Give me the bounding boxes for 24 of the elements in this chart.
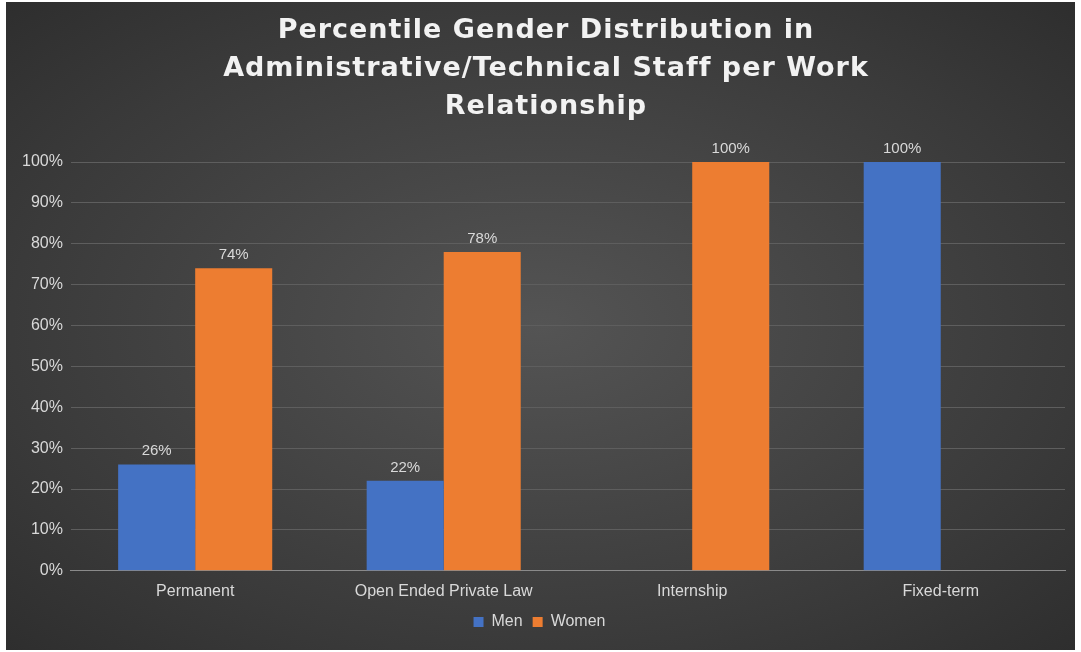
- y-tick-label: 100%: [22, 152, 63, 170]
- y-tick-label: 70%: [30, 275, 63, 293]
- y-tick-label: 20%: [30, 479, 63, 497]
- y-tick-label: 50%: [30, 356, 63, 374]
- x-tick-label: Permanent: [156, 581, 235, 599]
- y-tick-label: 60%: [30, 315, 63, 333]
- data-label: 78%: [467, 228, 498, 246]
- y-tick-label: 80%: [30, 234, 63, 252]
- data-label: 22%: [390, 457, 421, 475]
- y-tick-label: 10%: [30, 520, 63, 538]
- y-tick-label: 40%: [30, 397, 63, 415]
- data-label: 26%: [141, 441, 172, 459]
- data-label: 74%: [218, 244, 249, 262]
- legend-label: Women: [550, 612, 606, 630]
- y-tick-label: 0%: [39, 561, 63, 579]
- x-tick-label: Fixed-term: [902, 581, 979, 599]
- chart-title: Percentile Gender Distribution in Administrative/Technical Staff per Work Relationship: [222, 12, 870, 122]
- y-tick-label: 30%: [30, 438, 63, 456]
- x-tick-label: Internship: [657, 581, 728, 599]
- legend-label: Men: [491, 612, 523, 630]
- data-label: 100%: [883, 138, 922, 156]
- x-tick-label: Open Ended Private Law: [354, 581, 534, 599]
- data-label: 100%: [711, 138, 750, 156]
- y-tick-label: 90%: [30, 193, 63, 211]
